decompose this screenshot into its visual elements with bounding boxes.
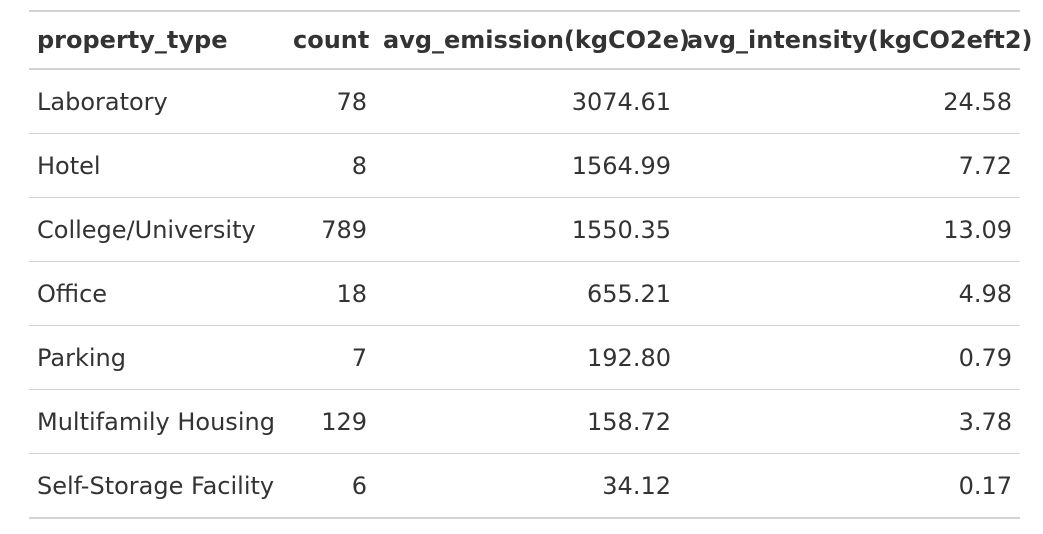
column-header-property-type: property_type (37, 26, 228, 54)
table-row: College/University 789 1550.35 13.09 (29, 197, 1020, 262)
cell-avg-emission: 34.12 (375, 453, 679, 519)
column-header-count: count (293, 26, 370, 54)
table-row: Self-Storage Facility 6 34.12 0.17 (29, 453, 1020, 519)
table-body: Laboratory 78 3074.61 24.58 Hotel 8 1564… (29, 69, 1020, 519)
table-row: Multifamily Housing 129 158.72 3.78 (29, 389, 1020, 454)
data-table: property_type count avg_emission(kgCO2e)… (29, 10, 1033, 519)
cell-count: 78 (285, 69, 375, 134)
cell-property-type: Parking (29, 325, 285, 390)
column-header-avg-emission: avg_emission(kgCO2e) (383, 26, 690, 54)
table-row: Office 18 655.21 4.98 (29, 261, 1020, 326)
cell-count: 8 (285, 133, 375, 198)
table-row: Parking 7 192.80 0.79 (29, 325, 1020, 390)
cell-avg-emission: 158.72 (375, 389, 679, 454)
cell-property-type: College/University (29, 197, 285, 262)
cell-property-type: Laboratory (29, 69, 285, 134)
cell-count: 18 (285, 261, 375, 326)
cell-avg-intensity: 13.09 (679, 197, 1020, 262)
table-header: property_type count avg_emission(kgCO2e)… (29, 11, 1033, 69)
cell-avg-emission: 1564.99 (375, 133, 679, 198)
column-header-avg-intensity: avg_intensity(kgCO2eft2) (687, 26, 1033, 54)
cell-count: 129 (285, 389, 375, 454)
cell-avg-intensity: 4.98 (679, 261, 1020, 326)
cell-count: 789 (285, 197, 375, 262)
cell-avg-intensity: 0.17 (679, 453, 1020, 519)
cell-avg-emission: 3074.61 (375, 69, 679, 134)
cell-property-type: Hotel (29, 133, 285, 198)
table-row: Laboratory 78 3074.61 24.58 (29, 69, 1020, 134)
cell-count: 6 (285, 453, 375, 519)
cell-avg-intensity: 3.78 (679, 389, 1020, 454)
cell-avg-intensity: 24.58 (679, 69, 1020, 134)
cell-property-type: Self-Storage Facility (29, 453, 285, 519)
cell-avg-emission: 192.80 (375, 325, 679, 390)
cell-avg-emission: 1550.35 (375, 197, 679, 262)
cell-avg-intensity: 7.72 (679, 133, 1020, 198)
data-table-container: property_type count avg_emission(kgCO2e)… (29, 10, 1033, 519)
cell-property-type: Office (29, 261, 285, 326)
cell-avg-intensity: 0.79 (679, 325, 1020, 390)
cell-count: 7 (285, 325, 375, 390)
cell-avg-emission: 655.21 (375, 261, 679, 326)
cell-property-type: Multifamily Housing (29, 389, 285, 454)
table-row: Hotel 8 1564.99 7.72 (29, 133, 1020, 198)
header-row: property_type count avg_emission(kgCO2e)… (29, 11, 1033, 69)
